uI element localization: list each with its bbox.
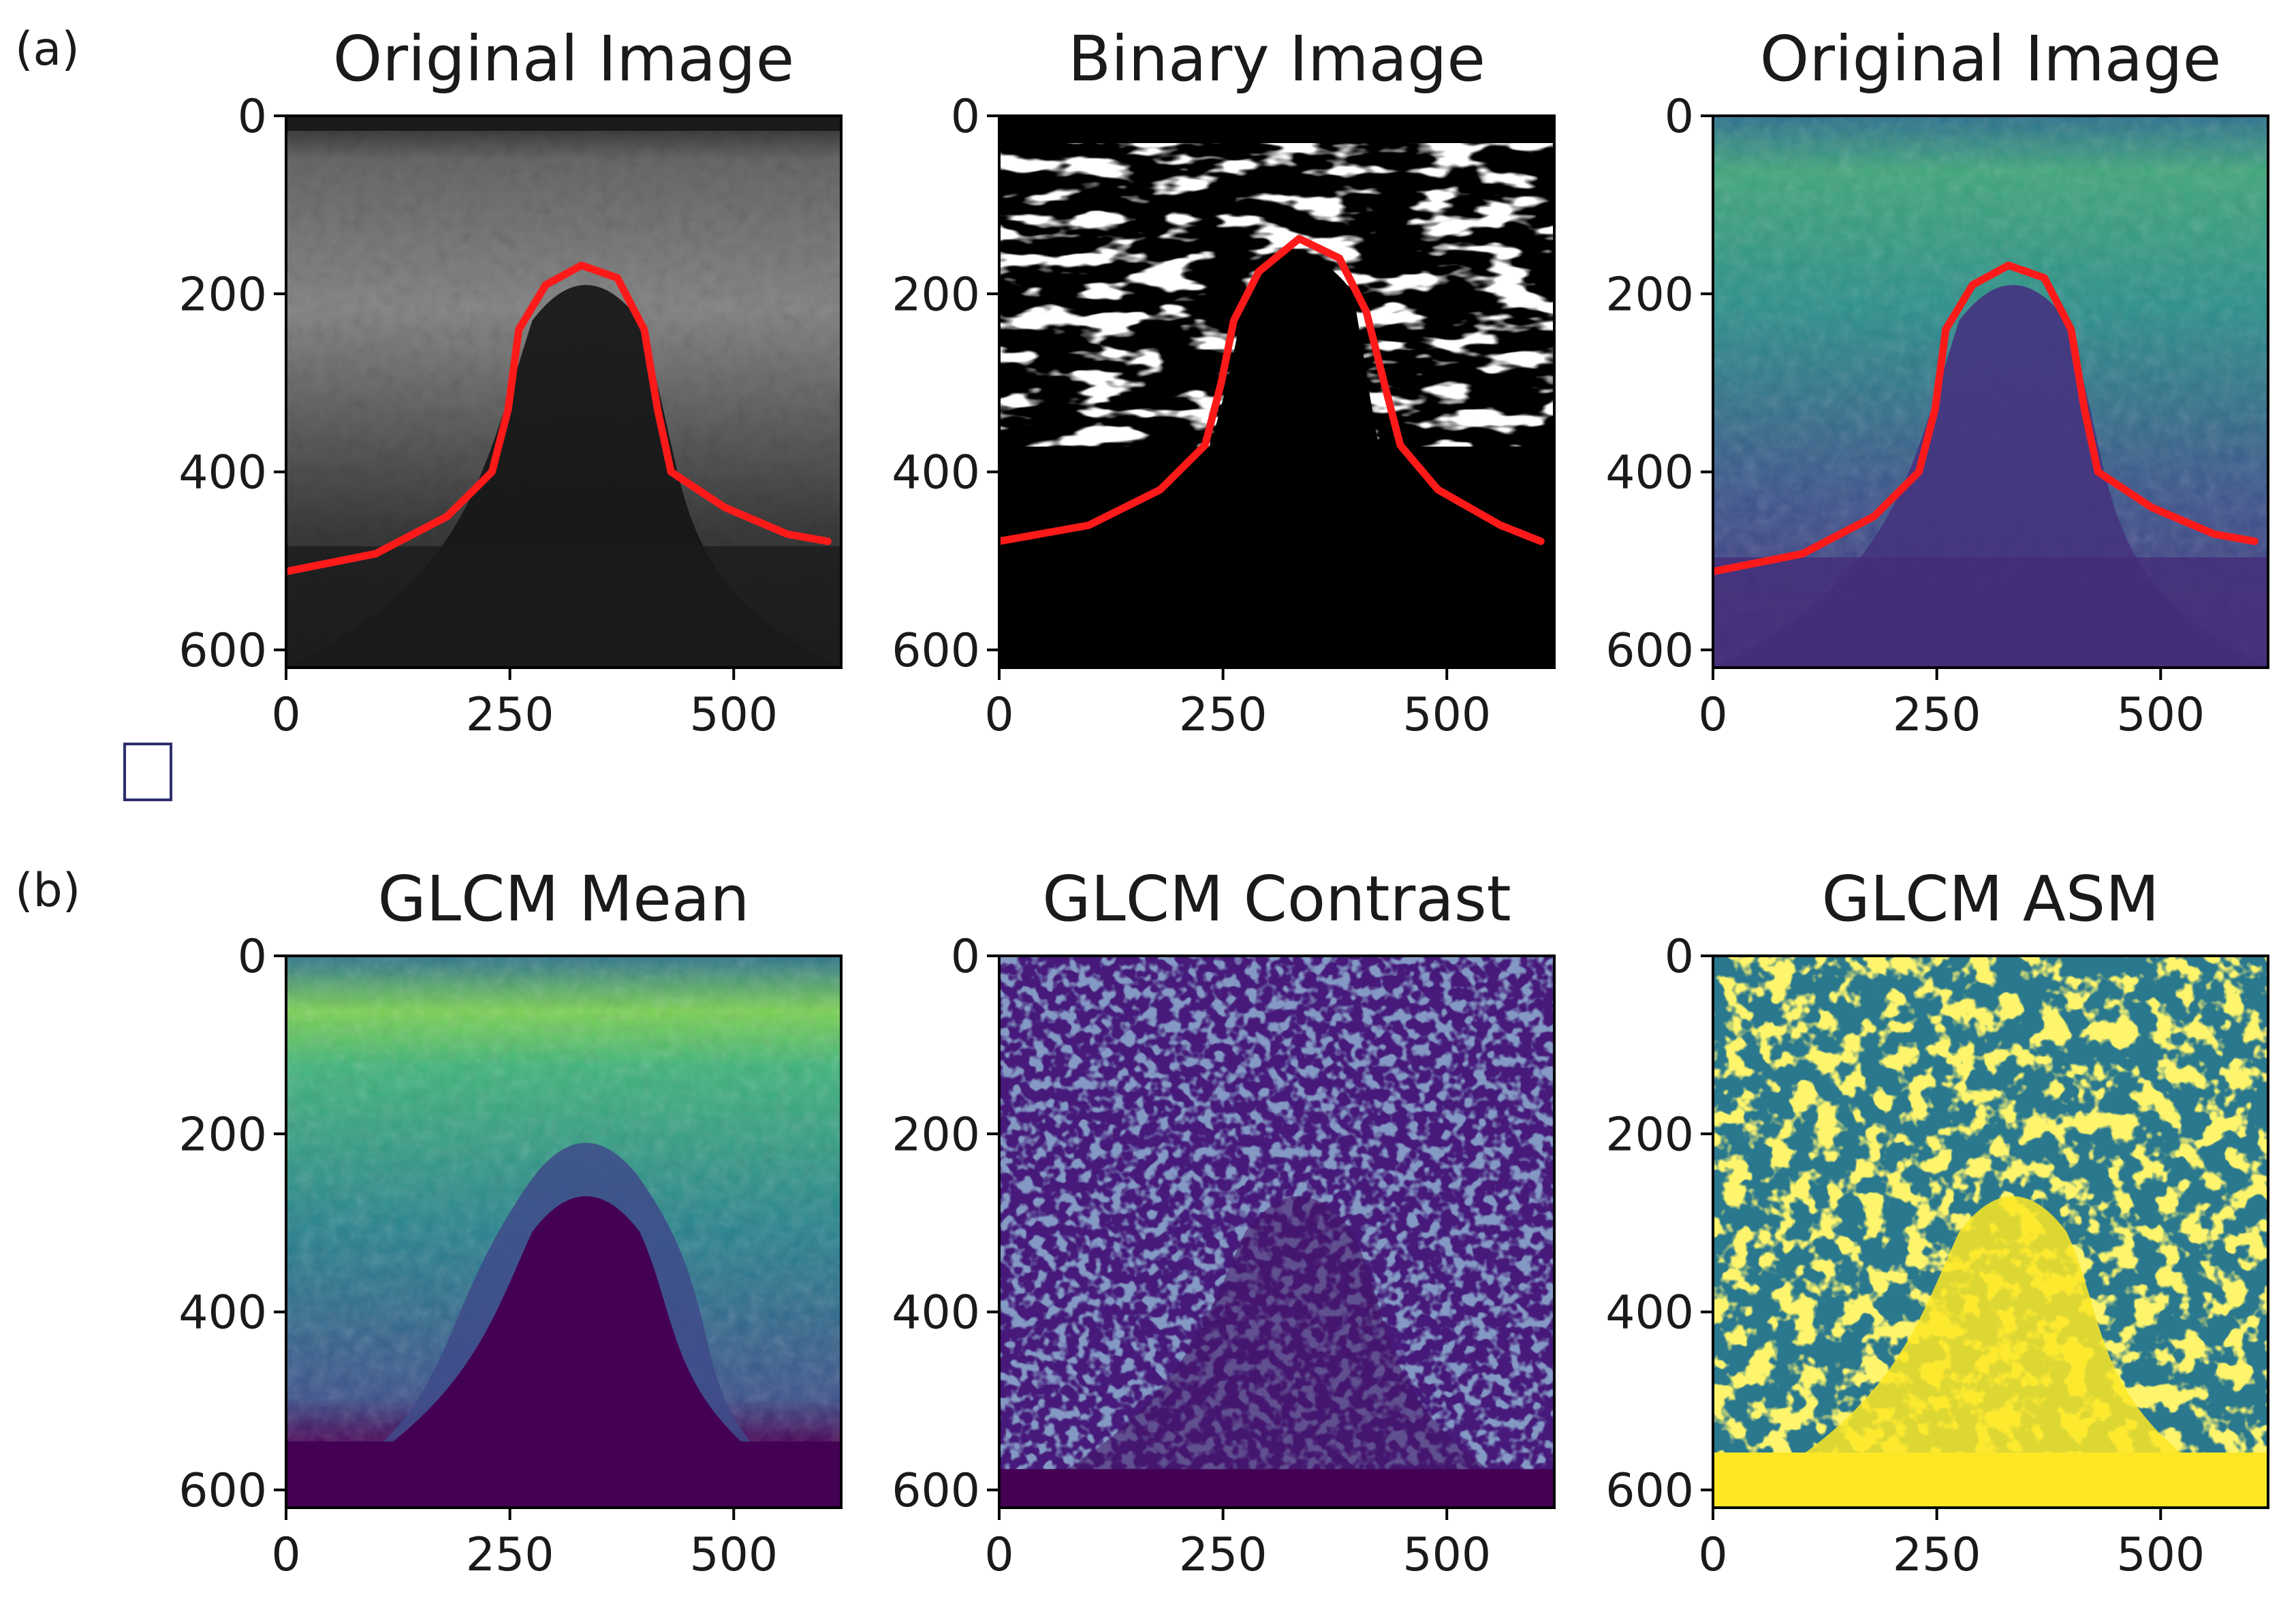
panel-title: Original Image bbox=[1760, 22, 2221, 95]
image-binary bbox=[999, 116, 1554, 668]
x-tick-label: 250 bbox=[466, 1528, 554, 1582]
y-tick-label: 400 bbox=[1605, 446, 1694, 500]
y-tick-label: 0 bbox=[238, 90, 267, 144]
x-tick-label: 250 bbox=[1179, 1528, 1268, 1582]
y-tick-label: 400 bbox=[178, 1286, 267, 1340]
x-tick-label: 0 bbox=[984, 1528, 1013, 1582]
lesion-contour bbox=[286, 262, 832, 576]
x-tick-label: 0 bbox=[984, 688, 1013, 742]
axes-frame bbox=[1712, 954, 2269, 1509]
panel-title: GLCM Contrast bbox=[1042, 863, 1511, 935]
image-original-viridis bbox=[1713, 116, 2268, 668]
image-glcm-contrast bbox=[999, 956, 1554, 1508]
panel-glcm-contrast: GLCM Contrast 0 250 500 0 200 400 600 bbox=[892, 863, 1556, 1582]
panel-glcm-asm: GLCM ASM 0 250 500 0 200 400 600 bbox=[1605, 863, 2269, 1582]
y-tick-label: 600 bbox=[892, 624, 980, 678]
x-tick-label: 250 bbox=[1893, 688, 1981, 742]
panel-title: Original Image bbox=[333, 22, 794, 95]
image-original-gray bbox=[286, 116, 841, 668]
y-tick-label: 600 bbox=[1605, 1464, 1694, 1518]
panel-binary: Binary Image 0 250 500 0 200 400 600 bbox=[892, 22, 1556, 742]
image-glcm-mean bbox=[286, 956, 841, 1508]
x-tick-label: 500 bbox=[1402, 688, 1491, 742]
x-tick-label: 250 bbox=[466, 688, 554, 742]
lesion-contour bbox=[1713, 262, 2259, 576]
y-tick-label: 400 bbox=[892, 446, 980, 500]
panel-label-a: (a) bbox=[15, 22, 80, 76]
x-tick-label: 500 bbox=[2116, 1528, 2205, 1582]
y-tick-label: 400 bbox=[892, 1286, 980, 1340]
axes-frame bbox=[998, 954, 1556, 1509]
y-tick-label: 200 bbox=[178, 268, 267, 322]
x-tick-label: 500 bbox=[689, 688, 778, 742]
y-tick-label: 0 bbox=[951, 90, 980, 144]
panel-original-viridis: Original Image 0 250 500 0 200 400 600 bbox=[1605, 22, 2269, 742]
y-tick-label: 0 bbox=[951, 930, 980, 984]
x-tick-label: 0 bbox=[1698, 1528, 1727, 1582]
panel-glcm-mean: GLCM Mean 0 250 500 0 200 400 600 bbox=[178, 863, 843, 1582]
y-tick-label: 0 bbox=[1665, 930, 1694, 984]
axes-frame bbox=[285, 954, 843, 1509]
panel-title: GLCM Mean bbox=[377, 863, 749, 935]
x-tick-label: 500 bbox=[1402, 1528, 1491, 1582]
axes-frame bbox=[1712, 114, 2269, 669]
y-tick-label: 400 bbox=[1605, 1286, 1694, 1340]
lesion-contour bbox=[999, 234, 1545, 545]
y-tick-label: 200 bbox=[1605, 1108, 1694, 1162]
panel-label-b: (b) bbox=[15, 864, 80, 918]
axes-frame bbox=[998, 114, 1556, 669]
x-tick-label: 0 bbox=[271, 688, 300, 742]
y-tick-label: 400 bbox=[178, 446, 267, 500]
y-tick-label: 600 bbox=[892, 1464, 980, 1518]
panel-title: GLCM ASM bbox=[1821, 863, 2159, 935]
y-tick-label: 0 bbox=[238, 930, 267, 984]
x-tick-label: 500 bbox=[2116, 688, 2205, 742]
y-tick-label: 600 bbox=[178, 624, 267, 678]
y-tick-label: 0 bbox=[1665, 90, 1694, 144]
image-glcm-asm bbox=[1713, 956, 2268, 1508]
panel-original-gray: Original Image 0 250 500 0 200 400 600 bbox=[178, 22, 843, 742]
x-tick-label: 0 bbox=[271, 1528, 300, 1582]
y-tick-label: 600 bbox=[178, 1464, 267, 1518]
panel-title: Binary Image bbox=[1068, 22, 1485, 95]
x-tick-label: 500 bbox=[689, 1528, 778, 1582]
y-tick-label: 200 bbox=[892, 268, 980, 322]
x-tick-label: 250 bbox=[1179, 688, 1268, 742]
artifact-box bbox=[123, 743, 172, 801]
x-tick-label: 0 bbox=[1698, 688, 1727, 742]
x-tick-label: 250 bbox=[1893, 1528, 1981, 1582]
axes-frame bbox=[285, 114, 843, 669]
y-tick-label: 200 bbox=[178, 1108, 267, 1162]
y-tick-label: 200 bbox=[1605, 268, 1694, 322]
y-tick-label: 600 bbox=[1605, 624, 1694, 678]
y-tick-label: 200 bbox=[892, 1108, 980, 1162]
